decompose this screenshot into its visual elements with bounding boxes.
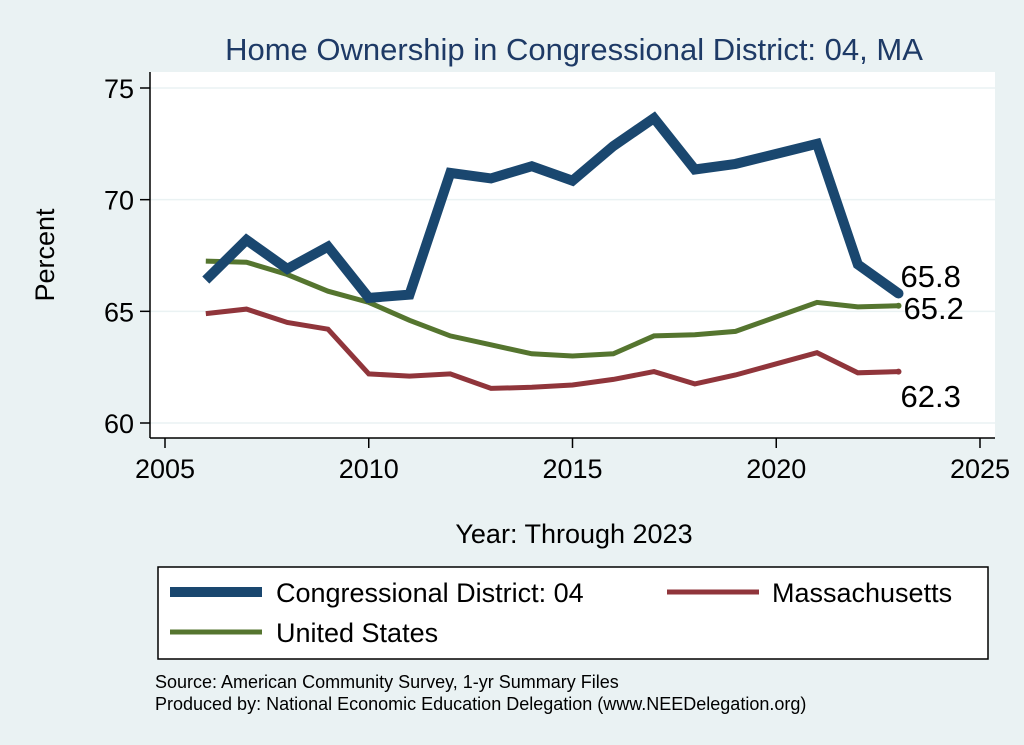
series-line-1 — [205, 306, 899, 391]
legend-items: Congressional District: 04 Massachusetts U… — [170, 578, 952, 648]
gridlines — [150, 87, 995, 424]
y-axis-ticks: 60 65 70 75 — [104, 74, 150, 439]
end-label-0: 65.8 — [901, 259, 961, 294]
y-tick-label: 75 — [104, 74, 134, 104]
series-end-labels: 65.8 62.3 65.2 — [901, 259, 964, 414]
y-tick-label: 70 — [104, 186, 134, 216]
chart-title: Home Ownership in Congressional District… — [225, 32, 923, 67]
legend-label-0: Congressional District: 04 — [276, 578, 584, 608]
y-tick-label: 60 — [104, 409, 134, 439]
legend: Congressional District: 04 Massachusetts U… — [157, 566, 989, 660]
y-axis-label: Percent — [30, 208, 60, 302]
legend-label-2: United States — [276, 618, 438, 648]
x-tick-label: 2005 — [135, 454, 195, 484]
x-tick-label: 2020 — [746, 454, 806, 484]
y-tick-label: 65 — [104, 297, 134, 327]
source-note: Source: American Community Survey, 1-yr … — [155, 672, 619, 692]
x-axis-ticks: 2005 2010 2015 2020 2025 — [135, 438, 1010, 484]
legend-label-1: Massachusetts — [772, 578, 952, 608]
end-label-2: 65.2 — [904, 291, 964, 326]
x-tick-label: 2015 — [542, 454, 602, 484]
series-end-point-1 — [895, 368, 902, 375]
series-line-0 — [202, 111, 902, 304]
series-end-point-2 — [895, 302, 902, 309]
producer-note: Produced by: National Economic Education… — [155, 694, 806, 714]
series-end-point-0 — [893, 288, 904, 299]
series-line-2 — [205, 258, 899, 359]
x-axis-label: Year: Through 2023 — [455, 519, 692, 549]
series-lines — [202, 111, 904, 391]
end-label-1: 62.3 — [901, 379, 961, 414]
x-tick-label: 2025 — [950, 454, 1010, 484]
x-tick-label: 2010 — [339, 454, 399, 484]
legend-box — [157, 566, 989, 660]
